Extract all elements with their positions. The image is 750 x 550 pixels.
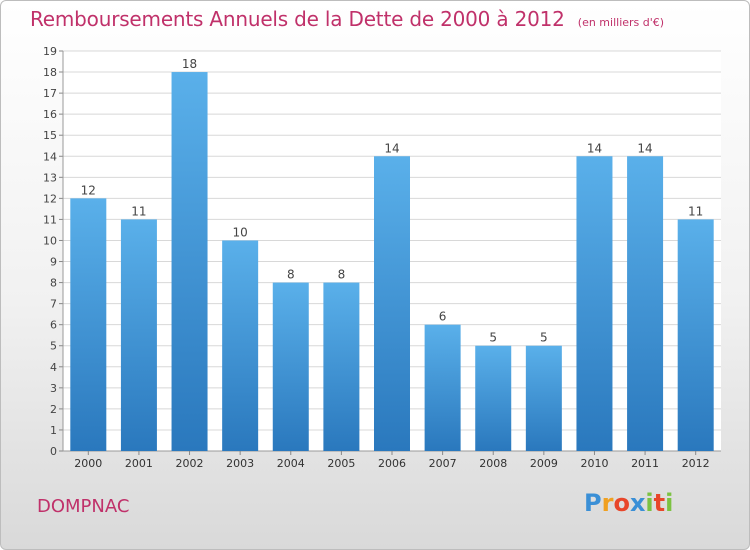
bar bbox=[627, 156, 664, 451]
y-tick-label: 14 bbox=[43, 150, 57, 163]
y-tick-label: 11 bbox=[43, 213, 57, 226]
bar bbox=[323, 282, 360, 451]
bar bbox=[525, 345, 562, 451]
bar-value-label: 18 bbox=[182, 57, 197, 71]
x-tick-label: 2005 bbox=[327, 457, 355, 470]
bar-value-label: 11 bbox=[131, 204, 146, 218]
bar-value-label: 8 bbox=[338, 268, 346, 282]
bar-value-label: 12 bbox=[81, 183, 96, 197]
x-tick-label: 2004 bbox=[277, 457, 305, 470]
y-tick-label: 15 bbox=[43, 129, 57, 142]
y-tick-label: 16 bbox=[43, 108, 57, 121]
x-tick-label: 2012 bbox=[682, 457, 710, 470]
logo-letter: r bbox=[601, 489, 614, 517]
bar bbox=[222, 240, 259, 451]
y-tick-label: 5 bbox=[50, 340, 57, 353]
bar bbox=[374, 156, 410, 451]
bar-value-label: 5 bbox=[540, 331, 548, 345]
x-tick-label: 2010 bbox=[580, 457, 608, 470]
y-tick-label: 9 bbox=[50, 256, 57, 269]
logo-letter: P bbox=[584, 489, 602, 517]
x-tick-label: 2006 bbox=[378, 457, 406, 470]
chart-subtitle: (en milliers d'€) bbox=[577, 16, 665, 29]
bar bbox=[424, 324, 461, 451]
bar bbox=[171, 72, 208, 451]
y-tick-label: 17 bbox=[43, 87, 57, 100]
logo-letter: t bbox=[653, 489, 666, 517]
x-tick-label: 2002 bbox=[176, 457, 204, 470]
bar bbox=[475, 345, 512, 451]
x-tick-label: 2009 bbox=[530, 457, 558, 470]
y-tick-label: 12 bbox=[43, 192, 57, 205]
logo-letter: o bbox=[613, 489, 630, 517]
bar-value-label: 14 bbox=[587, 141, 602, 155]
y-tick-label: 4 bbox=[50, 361, 57, 374]
y-tick-label: 8 bbox=[50, 277, 57, 290]
logo-letter: i bbox=[665, 489, 674, 517]
logo-letter: x bbox=[629, 489, 646, 517]
bar-value-label: 5 bbox=[489, 331, 497, 345]
y-tick-label: 18 bbox=[43, 66, 57, 79]
bar bbox=[576, 156, 613, 451]
x-tick-label: 2003 bbox=[226, 457, 254, 470]
x-tick-label: 2000 bbox=[74, 457, 102, 470]
y-tick-label: 10 bbox=[43, 234, 57, 247]
title-row: Remboursements Annuels de la Dette de 20… bbox=[30, 7, 664, 31]
bar-value-label: 14 bbox=[637, 141, 652, 155]
x-tick-label: 2011 bbox=[631, 457, 659, 470]
x-tick-label: 2001 bbox=[125, 457, 153, 470]
y-tick-label: 2 bbox=[50, 403, 57, 416]
logo-letter: i bbox=[645, 489, 654, 517]
bar bbox=[272, 282, 309, 451]
bar-value-label: 8 bbox=[287, 268, 295, 282]
bar bbox=[120, 219, 157, 451]
bar-value-label: 10 bbox=[233, 225, 248, 239]
bar bbox=[70, 198, 107, 451]
y-tick-label: 7 bbox=[50, 298, 57, 311]
chart-title: Remboursements Annuels de la Dette de 20… bbox=[30, 7, 565, 31]
x-tick-label: 2007 bbox=[429, 457, 457, 470]
y-tick-label: 6 bbox=[50, 319, 57, 332]
y-tick-label: 0 bbox=[50, 445, 57, 458]
bar-value-label: 6 bbox=[439, 310, 447, 324]
y-tick-label: 13 bbox=[43, 171, 57, 184]
y-tick-label: 19 bbox=[43, 45, 57, 58]
bar-value-label: 11 bbox=[688, 204, 703, 218]
bar bbox=[677, 219, 714, 451]
bar-value-label: 14 bbox=[384, 141, 399, 155]
y-tick-label: 1 bbox=[50, 424, 57, 437]
proxiti-logo: Proxiti bbox=[584, 489, 673, 517]
x-tick-label: 2008 bbox=[479, 457, 507, 470]
commune-name: DOMPNAC bbox=[37, 496, 130, 517]
y-tick-label: 3 bbox=[50, 382, 57, 395]
